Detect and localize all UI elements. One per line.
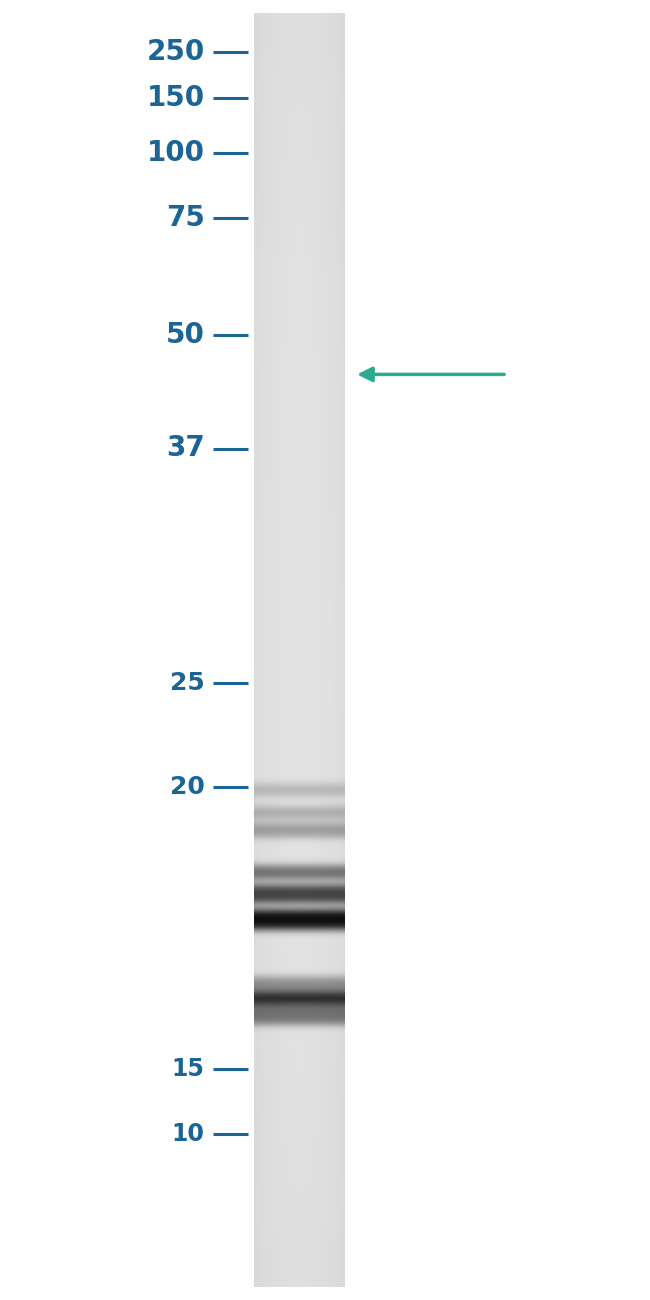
Text: 50: 50 — [166, 321, 205, 350]
Text: 10: 10 — [172, 1122, 205, 1145]
Text: 75: 75 — [166, 204, 205, 233]
Text: 37: 37 — [166, 434, 205, 463]
Text: 15: 15 — [172, 1057, 205, 1080]
Text: 20: 20 — [170, 775, 205, 798]
Text: 250: 250 — [146, 38, 205, 66]
Text: 150: 150 — [147, 83, 205, 112]
Text: 25: 25 — [170, 671, 205, 694]
Text: 100: 100 — [147, 139, 205, 168]
